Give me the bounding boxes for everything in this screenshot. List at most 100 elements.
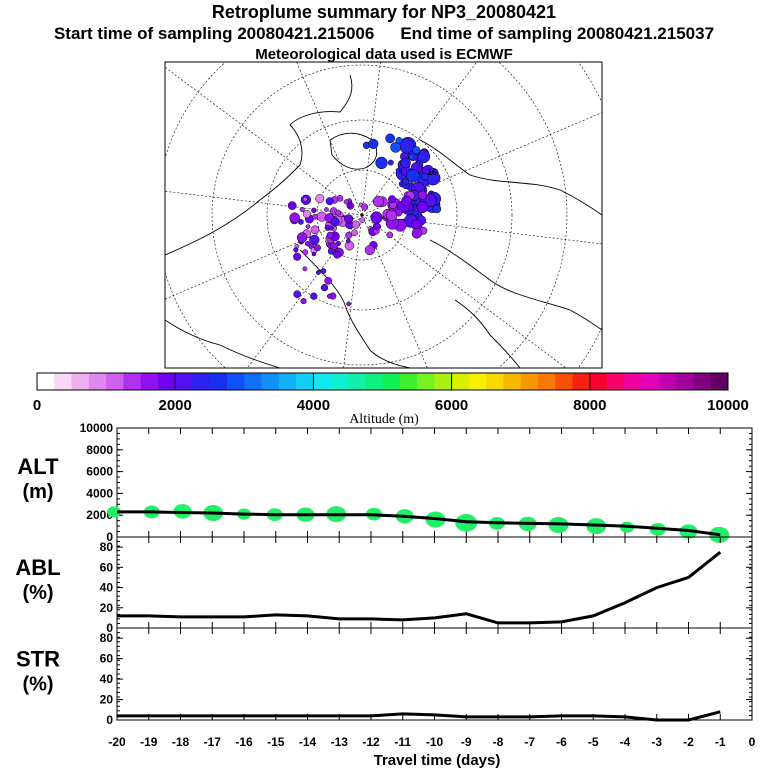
plume-marker-58 xyxy=(328,225,334,231)
polar-map: 16 xyxy=(164,61,603,369)
xtick-label-1: -19 xyxy=(140,735,158,749)
colorbar-swatch-38 xyxy=(693,373,712,390)
plume-marker-53 xyxy=(314,244,321,252)
plume-marker-147 xyxy=(333,250,342,259)
colorbar-swatch-2 xyxy=(71,373,90,390)
colorbar-swatch-11 xyxy=(227,373,245,390)
plume-marker-146 xyxy=(346,301,351,307)
plume-marker-155 xyxy=(304,241,311,247)
plume-marker-59 xyxy=(324,207,329,212)
plume-marker-151 xyxy=(330,242,338,251)
plume-marker-158 xyxy=(326,293,333,299)
plume-marker-63 xyxy=(364,245,375,256)
ytick-label-alt-1: 2000 xyxy=(86,508,113,522)
plume-marker-164 xyxy=(375,156,388,170)
plume-marker-106 xyxy=(406,169,420,183)
colorbar-swatch-1 xyxy=(54,373,72,390)
plume-marker-156 xyxy=(311,251,317,257)
xtick-label-19: -1 xyxy=(715,735,726,749)
ytick-label-abl-1: 20 xyxy=(100,601,114,615)
xtick-label-17: -3 xyxy=(651,735,662,749)
meridian-0 xyxy=(361,214,602,245)
colorbar-swatch-24 xyxy=(451,373,470,390)
plume-marker-65 xyxy=(296,232,308,243)
panel-ylabel-alt: ALT xyxy=(17,454,59,479)
plume-marker-161 xyxy=(387,159,394,166)
plume-marker-116 xyxy=(386,231,394,239)
plume-marker-8 xyxy=(302,249,309,256)
colorbar-swatch-37 xyxy=(676,373,694,390)
colorbar-swatch-27 xyxy=(503,373,522,390)
plume-marker-136 xyxy=(372,195,385,208)
plume-marker-168 xyxy=(368,138,379,149)
plume-marker-26 xyxy=(287,201,297,210)
plume-marker-66 xyxy=(312,213,318,220)
xtick-label-16: -4 xyxy=(620,735,631,749)
colorbar-swatch-33 xyxy=(607,373,625,390)
plume-marker-135 xyxy=(388,195,396,204)
plume-marker-13 xyxy=(299,206,305,213)
start-time-text: Start time of sampling 20080421.215006 xyxy=(53,24,375,43)
plume-marker-48 xyxy=(289,212,300,223)
plume-marker-138 xyxy=(411,227,423,239)
xtick-label-7: -13 xyxy=(331,735,349,749)
plume-marker-159 xyxy=(345,238,351,244)
coastline-america xyxy=(165,124,303,256)
xtick-label-11: -9 xyxy=(461,735,472,749)
main-title: Retroplume summary for NP3_20080421 xyxy=(211,2,557,22)
xtick-label-18: -2 xyxy=(683,735,694,749)
ytick-label-alt-0: 0 xyxy=(106,530,113,544)
plume-marker-169 xyxy=(408,154,415,160)
colorbar-swatch-36 xyxy=(658,373,677,390)
xtick-label-13: -7 xyxy=(524,735,535,749)
panel-abl: 0 20 40 60 80 ABL(%) xyxy=(15,536,753,635)
xtick-label-14: -6 xyxy=(556,735,567,749)
ytick-label-abl-4: 80 xyxy=(100,540,114,554)
colorbar-swatch-34 xyxy=(624,373,643,390)
colorbar-swatch-13 xyxy=(261,373,280,390)
ytick-label-abl-0: 0 xyxy=(106,621,113,635)
panel-ylabel-str: STR xyxy=(16,647,60,672)
colorbar-tick-0: 0 xyxy=(33,397,41,414)
xtick-label-0: -20 xyxy=(108,735,126,749)
plume-marker-62 xyxy=(351,220,361,229)
plume-marker-154 xyxy=(320,268,327,275)
alt-marker-0 xyxy=(107,506,121,518)
xtick-label-8: -12 xyxy=(362,735,380,749)
panel-yunit-abl: (%) xyxy=(22,582,53,604)
xtick-label-4: -16 xyxy=(235,735,253,749)
colorbar-swatch-23 xyxy=(434,373,452,390)
map-content: 16 xyxy=(165,62,602,368)
plume-marker-152 xyxy=(326,231,334,239)
coastline-europe xyxy=(419,139,602,216)
plume-marker-140 xyxy=(302,266,308,272)
plume-marker-157 xyxy=(300,298,307,305)
altitude-colorbar: 0 2000 4000 6000 8000 10000 xyxy=(33,372,749,414)
abl-line xyxy=(117,551,722,625)
sampling-times: Start time of sampling 20080421.215006 En… xyxy=(0,24,768,44)
xtick-label-6: -14 xyxy=(299,735,317,749)
plume-marker-170 xyxy=(412,146,421,155)
plume-marker-165 xyxy=(400,157,411,169)
xtick-label-5: -15 xyxy=(267,735,285,749)
colorbar-swatch-14 xyxy=(278,373,297,390)
plume-marker-143 xyxy=(320,283,329,292)
alt-median-line xyxy=(117,510,721,537)
plume-marker-64 xyxy=(359,217,366,223)
colorbar-swatch-31 xyxy=(572,373,591,390)
ytick-label-abl-3: 60 xyxy=(100,560,114,574)
ytick-label-str-4: 80 xyxy=(100,631,114,645)
colorbar-swatch-20 xyxy=(382,373,401,390)
colorbar-swatch-39 xyxy=(710,373,729,390)
colorbar-swatch-15 xyxy=(296,373,314,390)
colorbar-swatch-7 xyxy=(157,373,176,390)
colorbar-swatch-12 xyxy=(244,373,262,390)
latitude-circle-2 xyxy=(211,64,513,366)
plume-marker-120 xyxy=(416,201,429,214)
meridian-1 xyxy=(361,214,567,368)
panel-str: 0 20 40 60 80 STR(%) xyxy=(16,627,753,727)
colorbar-swatch-9 xyxy=(192,373,211,390)
coastline-greenland xyxy=(329,132,378,170)
xtick-label-2: -18 xyxy=(172,735,190,749)
